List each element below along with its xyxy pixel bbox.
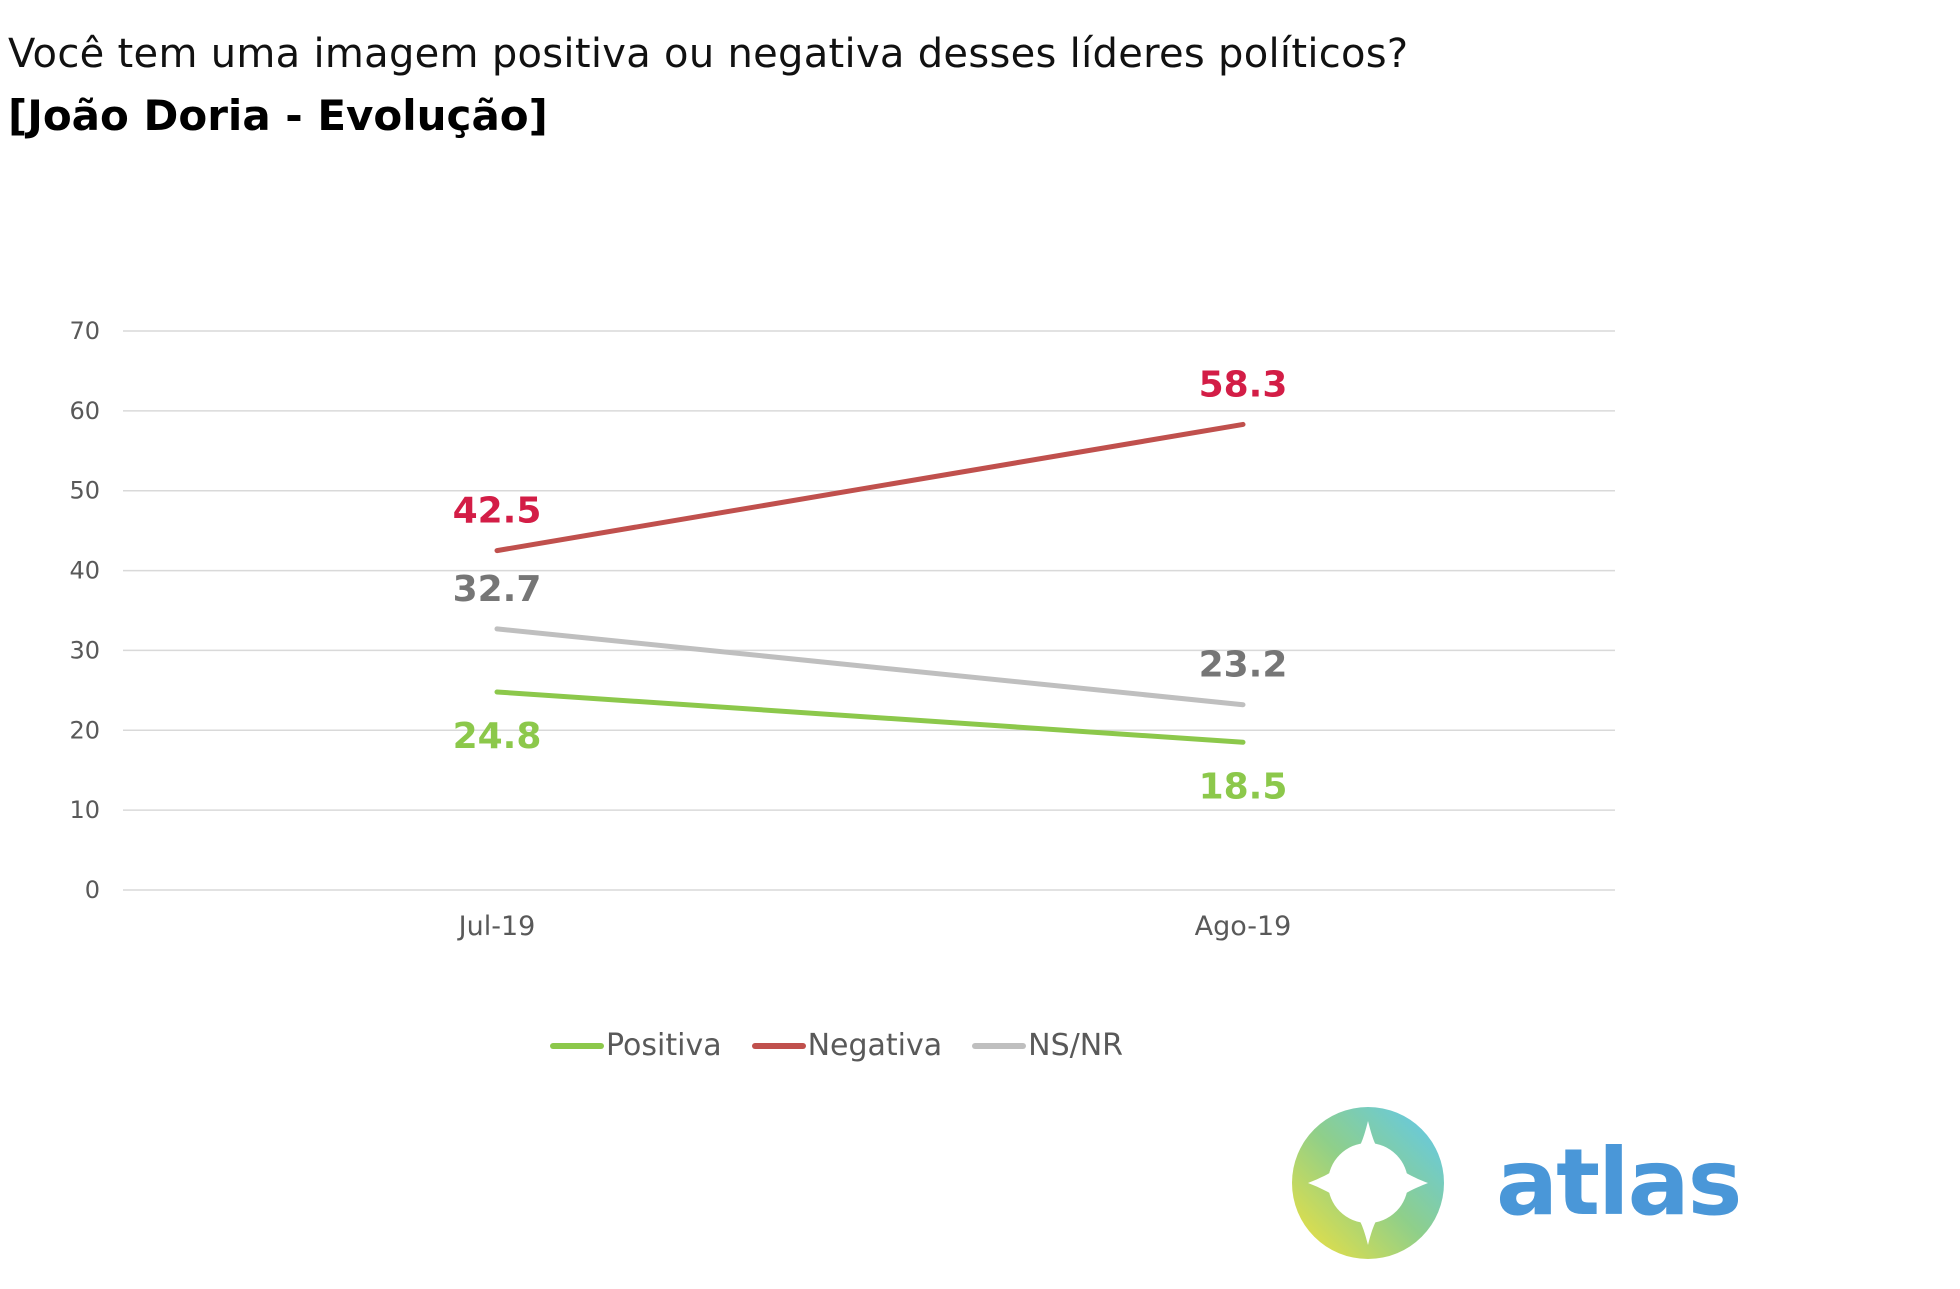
title-block: Você tem uma imagem positiva ou negativa…	[8, 28, 1408, 144]
legend-item-positiva: Positiva	[550, 1028, 722, 1063]
legend-item-negativa: Negativa	[751, 1028, 943, 1063]
data-labels: 24.8 18.5 42.5 58.3 32.7 23.2	[453, 364, 1288, 807]
chart-question: Você tem uma imagem positiva ou negativa…	[8, 31, 1409, 77]
legend-swatch-negativa	[751, 1042, 806, 1049]
atlas-logo-text: atlas	[1496, 1129, 1742, 1236]
legend-label-positiva: Positiva	[606, 1028, 722, 1063]
data-label-negativa: 58.3	[1199, 364, 1288, 405]
data-label-negativa: 42.5	[453, 491, 542, 532]
legend-swatch-positiva	[550, 1042, 604, 1049]
data-label-ns-nr: 32.7	[453, 569, 542, 610]
y-tick-label: 0	[85, 876, 100, 904]
y-tick-label: 30	[69, 636, 100, 664]
y-tick-label: 50	[69, 477, 100, 505]
y-axis-ticks: 0 10 20 30 40 50 60 70	[69, 317, 100, 904]
series-line-positiva	[494, 689, 1246, 745]
series-line-ns-nr	[494, 626, 1246, 708]
gridlines	[123, 330, 1615, 891]
data-label-ns-nr: 23.2	[1199, 645, 1288, 686]
y-tick-label: 70	[69, 317, 100, 345]
y-tick-label: 10	[69, 796, 100, 824]
chart-subject: [João Doria - Evolução]	[8, 91, 548, 140]
legend-label-ns-nr: NS/NR	[1028, 1028, 1124, 1063]
data-label-positiva: 24.8	[453, 716, 542, 757]
x-axis-ticks: Jul-19 Ago-19	[457, 911, 1292, 942]
x-tick-label: Ago-19	[1195, 911, 1292, 942]
legend-item-ns-nr: NS/NR	[972, 1028, 1123, 1063]
atlas-logo: atlas	[1290, 1105, 1742, 1261]
y-tick-label: 20	[69, 716, 100, 744]
compass-star-icon	[1292, 1107, 1444, 1259]
series-lines	[494, 421, 1246, 745]
legend-label-negativa: Negativa	[807, 1028, 943, 1063]
data-label-positiva: 18.5	[1199, 766, 1288, 807]
chart-legend: Positiva Negativa NS/NR	[550, 1028, 1123, 1063]
legend-swatch-ns-nr	[972, 1042, 1027, 1049]
y-tick-label: 60	[69, 397, 100, 425]
x-tick-label: Jul-19	[457, 911, 536, 942]
y-tick-label: 40	[69, 557, 100, 585]
series-line-negativa	[494, 421, 1246, 554]
